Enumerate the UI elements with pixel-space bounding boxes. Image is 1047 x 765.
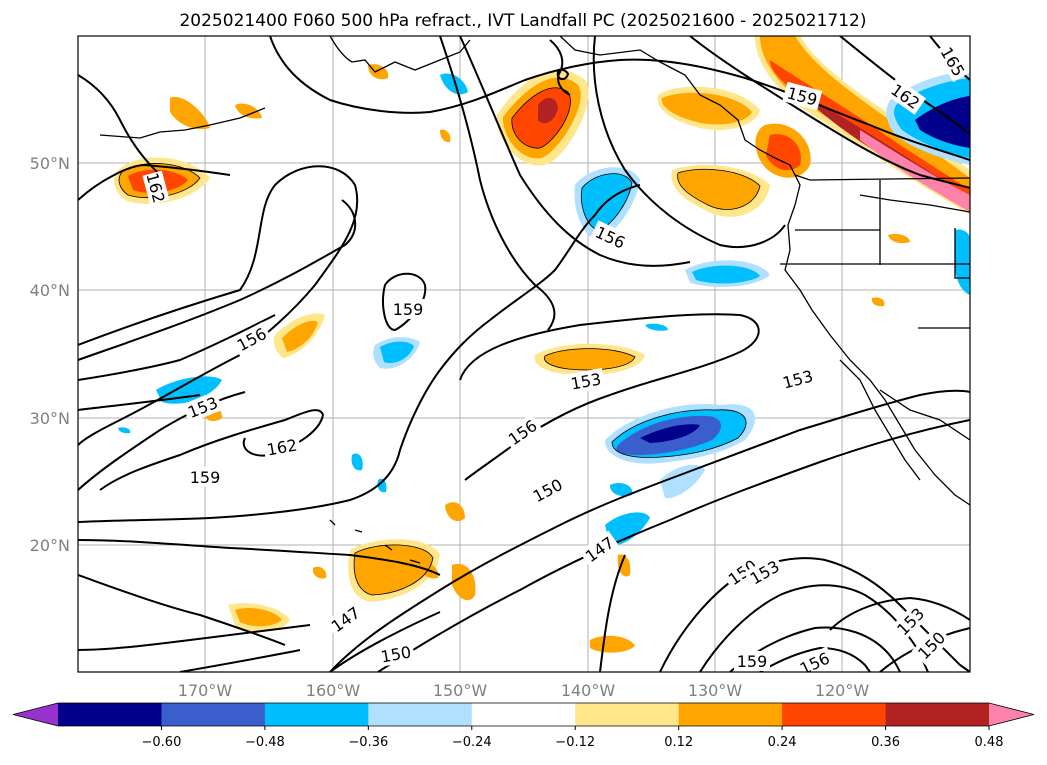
colorbar: −0.60 −0.48 −0.36 −0.24 −0.12 0.12 0.24 0.36 0.4… <box>12 702 1035 750</box>
colorbar-segment <box>264 703 369 726</box>
refractivity-contours <box>78 36 970 672</box>
lon-label: 140°W <box>561 681 616 700</box>
longitude-labels: 170°W 160°W 150°W 140°W 130°W 120°W <box>178 681 870 700</box>
colorbar-tick-label: −0.48 <box>245 735 285 750</box>
colorbar-segment <box>678 703 783 726</box>
lat-label: 20°N <box>30 536 70 555</box>
contour-label: 159 <box>737 652 768 671</box>
colorbar-tick-label: 0.24 <box>768 735 797 750</box>
contour-labels: 162 156 153 159 162 159 156 153 156 150 … <box>142 40 970 672</box>
colorbar-tick-label: −0.24 <box>452 735 492 750</box>
colorbar-tick-label: 0.36 <box>871 735 900 750</box>
contour-label: 159 <box>190 468 221 487</box>
colorbar-outline <box>12 702 1035 727</box>
contour-label: 159 <box>393 300 424 319</box>
lon-label: 160°W <box>306 681 361 700</box>
lat-label: 40°N <box>30 281 70 300</box>
colorbar-segment <box>161 703 266 726</box>
latitude-labels: 50°N 40°N 30°N 20°N <box>30 154 70 555</box>
lon-label: 150°W <box>433 681 488 700</box>
colorbar-segment <box>58 703 162 726</box>
coastlines <box>99 36 970 564</box>
positive-anomaly-patches <box>114 36 970 653</box>
colorbar-segment <box>471 703 576 726</box>
colorbar-segment <box>575 703 680 726</box>
lon-label: 120°W <box>815 681 870 700</box>
lon-label: 130°W <box>688 681 743 700</box>
colorbar-tick-label: 0.48 <box>975 735 1004 750</box>
colorbar-tick-label: −0.36 <box>348 735 388 750</box>
lat-label: 50°N <box>30 154 70 173</box>
colorbar-tick-label: 0.12 <box>664 735 693 750</box>
colorbar-tick-label: −0.12 <box>555 735 595 750</box>
anomaly-outlines <box>118 87 761 596</box>
colorbar-segment <box>368 703 473 726</box>
map-frame <box>77 35 971 673</box>
lon-label: 170°W <box>178 681 233 700</box>
lat-label: 30°N <box>30 409 70 428</box>
colorbar-segment <box>782 703 887 726</box>
colorbar-tick-label: −0.60 <box>142 735 182 750</box>
chart-title: 2025021400 F060 500 hPa refract., IVT La… <box>179 11 866 31</box>
colorbar-segment <box>885 703 990 726</box>
colorbar-extend-high <box>989 703 1034 726</box>
map-area: 162 156 153 159 162 159 156 153 156 150 … <box>78 36 970 672</box>
colorbar-extend-low <box>13 703 58 726</box>
